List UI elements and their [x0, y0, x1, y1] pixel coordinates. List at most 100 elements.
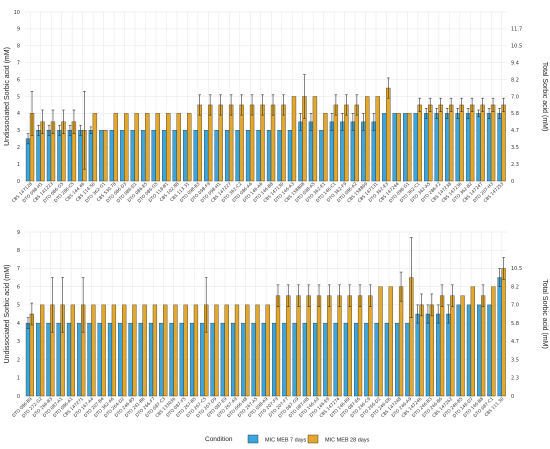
bar-mic-7-days	[200, 322, 205, 397]
bar-mic-28-days	[224, 304, 229, 397]
y-right-axis-label: Total Sorbic acid (mM)	[541, 279, 548, 349]
y-axis-label: Undissociated Sorbic acid (mM)	[4, 47, 11, 146]
bar-mic-28-days	[490, 104, 496, 182]
bar-mic-7-days	[292, 322, 297, 397]
y-tick-label: 4	[17, 111, 20, 117]
bar-mic-7-days	[405, 322, 410, 397]
bar-mic-28-days	[122, 304, 127, 397]
bar-mic-7-days	[477, 304, 482, 397]
bar-mic-7-days	[162, 130, 167, 182]
legend-label: MIC MEB 7 days	[265, 438, 307, 444]
bar-mic-7-days	[350, 121, 356, 182]
bar-mic-7-days	[159, 322, 164, 397]
bar-mic-7-days	[128, 322, 133, 397]
bar-mic-7-days	[189, 322, 195, 397]
bar-mic-28-days	[407, 113, 412, 182]
bar-mic-7-days	[382, 113, 387, 182]
bar-mic-7-days	[371, 121, 376, 182]
y-tick-label: 6	[17, 77, 20, 83]
y-tick-label: 7	[17, 266, 20, 272]
bar-mic-7-days	[97, 322, 102, 397]
bar-mic-28-days	[207, 104, 213, 182]
y-right-tick-label: 4.7	[511, 339, 519, 345]
legend-label: MIC MEB 28 days	[325, 438, 370, 444]
bar-mic-28-days	[234, 304, 240, 397]
bar-mic-7-days	[36, 322, 41, 397]
y-tick-label: 10	[14, 10, 20, 16]
bar-mic-7-days	[302, 322, 307, 397]
y-right-tick-label: 8.2	[511, 284, 519, 290]
top-chart: 0 1 2 3 4 5 6 7 8 9 10 0 2.3 3.5 4.7 5.8 7.0 8.2 9.4 10.5 11…	[4, 10, 548, 204]
y-right-tick-label: 4.7	[511, 128, 519, 134]
y-tick-label: 7	[17, 61, 20, 67]
bar-mic-7-days	[220, 322, 225, 397]
bar-mic-7-days	[413, 113, 418, 182]
bar-mic-7-days	[456, 304, 461, 397]
bar-mic-7-days	[312, 322, 318, 397]
bar-mic-28-days	[368, 295, 373, 397]
bar-mic-28-days	[448, 104, 454, 182]
bar-mic-28-days	[344, 104, 349, 182]
bar-mic-7-days	[46, 130, 52, 182]
bar-mic-7-days	[245, 130, 251, 182]
bar-mic-7-days	[88, 130, 94, 182]
bar-mic-7-days	[425, 313, 431, 397]
bar-mic-7-days	[308, 121, 314, 182]
bar-mic-28-days	[428, 104, 433, 182]
bar-mic-7-days	[298, 121, 303, 182]
y-tick-label: 5	[17, 94, 20, 100]
bar-mic-28-days	[357, 295, 363, 397]
bar-mic-28-days	[275, 295, 281, 397]
bar-mic-7-days	[434, 113, 439, 182]
y-right-tick-label: 0	[511, 179, 514, 185]
bar-mic-28-days	[132, 304, 137, 397]
y-right-tick-label: 10.5	[511, 44, 522, 50]
bar-mic-28-days	[197, 104, 202, 182]
bar-mic-28-days	[260, 104, 265, 182]
y-axis-label: Undissociated Sorbic acid (mM)	[4, 265, 11, 364]
bar-mic-7-days	[266, 130, 272, 182]
bar-mic-28-days	[501, 104, 506, 182]
legend-swatch-mic-28-days	[307, 434, 319, 444]
y-tick-label: 8	[17, 248, 20, 254]
bar-mic-7-days	[193, 130, 198, 182]
bar-mic-7-days	[497, 277, 502, 397]
bar-mic-28-days	[469, 104, 475, 182]
bar-mic-28-days	[365, 96, 370, 182]
bar-mic-28-days	[312, 96, 318, 182]
bar-mic-7-days	[25, 138, 31, 182]
y-right-tick-label: 5.8	[511, 321, 519, 327]
bar-mic-28-days	[438, 104, 443, 182]
bar-mic-28-days	[398, 286, 404, 397]
bar-mic-28-days	[501, 268, 506, 397]
bar-mic-28-days	[265, 304, 270, 397]
bar-mic-7-days	[333, 322, 338, 397]
y-right-tick-label: 7.0	[511, 303, 519, 309]
y-right-tick-label: 2.3	[511, 376, 519, 382]
bar-mic-28-days	[40, 304, 45, 397]
bar-mic-28-days	[218, 104, 223, 182]
bar-mic-7-days	[46, 322, 51, 397]
bar-mic-28-days	[396, 113, 401, 182]
y-right-tick-label: 10.5	[511, 266, 522, 272]
bar-mic-7-days	[323, 322, 328, 397]
bar-mic-7-days	[214, 130, 219, 182]
bar-mic-7-days	[340, 121, 345, 182]
y-right-tick-label: 3.5	[511, 357, 519, 363]
y-tick-label: 8	[17, 44, 20, 50]
bar-mic-28-days	[470, 286, 475, 397]
y-right-tick-label: 11.7	[511, 27, 522, 33]
bar-mic-28-days	[166, 113, 171, 182]
bar-mic-28-days	[163, 304, 168, 397]
bar-mic-28-days	[255, 304, 260, 397]
bar-mic-7-days	[329, 121, 335, 182]
bar-mic-28-days	[228, 104, 234, 182]
y-right-tick-label: 0	[511, 394, 514, 400]
bar-mic-28-days	[439, 295, 445, 397]
legend: Condition MIC MEB 7 days MIC MEB 28 days	[205, 434, 370, 444]
bar-mic-7-days	[204, 130, 209, 182]
bar-mic-7-days	[466, 304, 472, 397]
bar-mic-7-days	[436, 313, 441, 397]
bar-mic-28-days	[173, 304, 178, 397]
